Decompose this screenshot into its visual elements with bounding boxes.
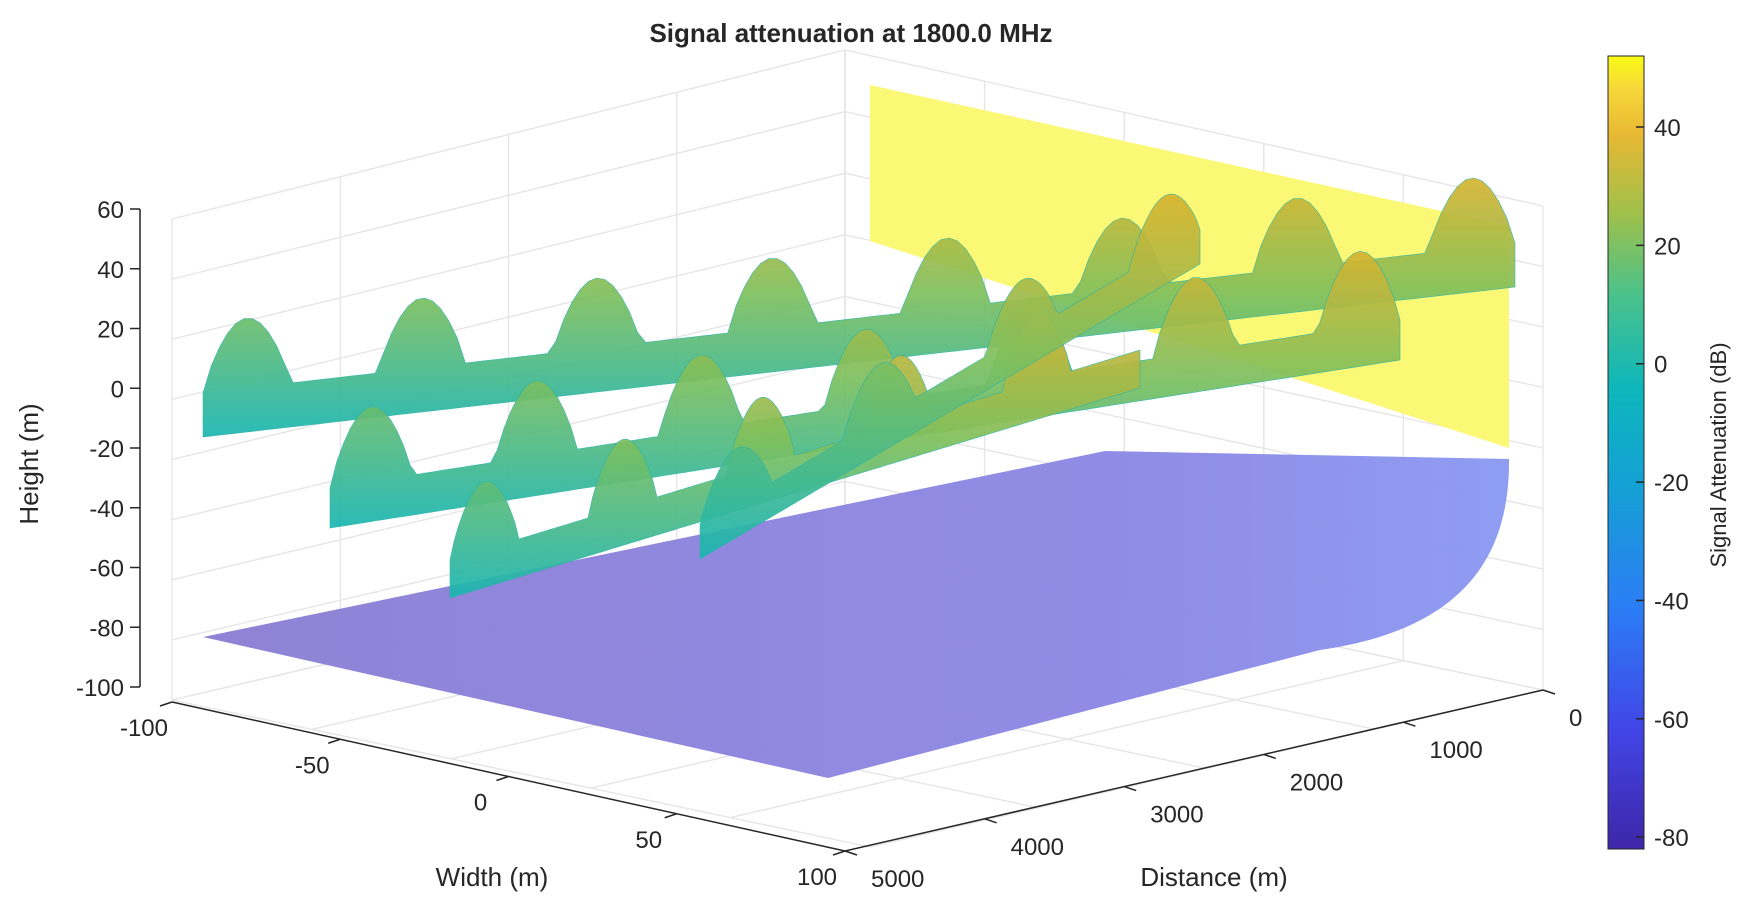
y-tick-label: 2000 [1290, 769, 1343, 796]
y-tick-label: 5000 [871, 866, 924, 893]
x-axis-label: Width (m) [436, 862, 549, 892]
y-tick-mark [984, 818, 997, 824]
y-tick-label: 0 [1569, 705, 1582, 732]
y-axis-line [844, 689, 1544, 852]
z-axis-label: Height (m) [14, 403, 44, 524]
colorbar-tick-label: -60 [1654, 707, 1689, 734]
colorbar-ticks: 40 20 0 -20 -40 -60 -80 [1636, 115, 1689, 852]
wave-ridge-band [449, 312, 1141, 599]
y-tick-label: 1000 [1429, 737, 1482, 764]
colorbar-tick-label: 40 [1654, 115, 1681, 142]
z-tick-label: 0 [111, 376, 124, 403]
y-tick-mark [1542, 689, 1556, 695]
wave-ridge-band [699, 193, 1201, 560]
colorbar-tick-label: 20 [1654, 233, 1681, 260]
x-tick-label: 50 [635, 827, 662, 854]
y-tick-mark [1403, 721, 1416, 727]
y-tick-mark [1123, 785, 1137, 792]
x-tick-label: -50 [295, 752, 330, 779]
x-tick-mark [496, 775, 509, 782]
wave-ridge-band [202, 177, 1516, 438]
colorbar-label: Signal Attenuation (dB) [1706, 342, 1731, 567]
y-tick-mark [844, 850, 858, 856]
colorbar [1607, 55, 1645, 850]
z-tick-label: -60 [89, 556, 124, 583]
grid-line [171, 699, 871, 848]
colorbar-tick-label: 0 [1654, 352, 1667, 379]
x-tick-mark [328, 738, 341, 744]
z-tick-label: -80 [89, 615, 124, 642]
x-axis-ticks: -100 -50 0 50 100 [120, 701, 846, 891]
grid-line [730, 659, 1404, 819]
z-tick-label: -100 [76, 675, 124, 702]
y-tick-mark [1263, 753, 1277, 760]
z-axis-ticks: 60 40 20 0 -20 -40 -60 -80 -100 [76, 197, 140, 702]
z-tick-label: -40 [89, 496, 124, 523]
x-tick-mark [832, 850, 846, 856]
ground-attenuation-plane [203, 451, 1510, 778]
x-tick-mark [664, 813, 677, 819]
colorbar-tick-label: -40 [1654, 588, 1689, 615]
y-tick-label: 3000 [1150, 802, 1203, 829]
z-tick-label: -20 [89, 436, 124, 463]
z-tick-label: 40 [97, 257, 124, 284]
y-axis-label: Distance (m) [1140, 862, 1287, 892]
y-tick-label: 4000 [1011, 834, 1064, 861]
x-tick-label: 0 [474, 790, 487, 817]
x-tick-mark [159, 701, 173, 707]
colorbar-tick-label: -20 [1654, 470, 1689, 497]
wave-surface [202, 177, 1516, 599]
x-tick-label: -100 [120, 715, 168, 742]
chart-title: Signal attenuation at 1800.0 MHz [649, 18, 1052, 48]
z-tick-label: 20 [97, 317, 124, 344]
y-axis-ticks: 0 1000 2000 3000 4000 5000 [844, 689, 1582, 893]
z-tick-label: 60 [97, 197, 124, 224]
colorbar-tick-label: -80 [1654, 825, 1689, 852]
x-tick-label: 100 [797, 864, 837, 891]
